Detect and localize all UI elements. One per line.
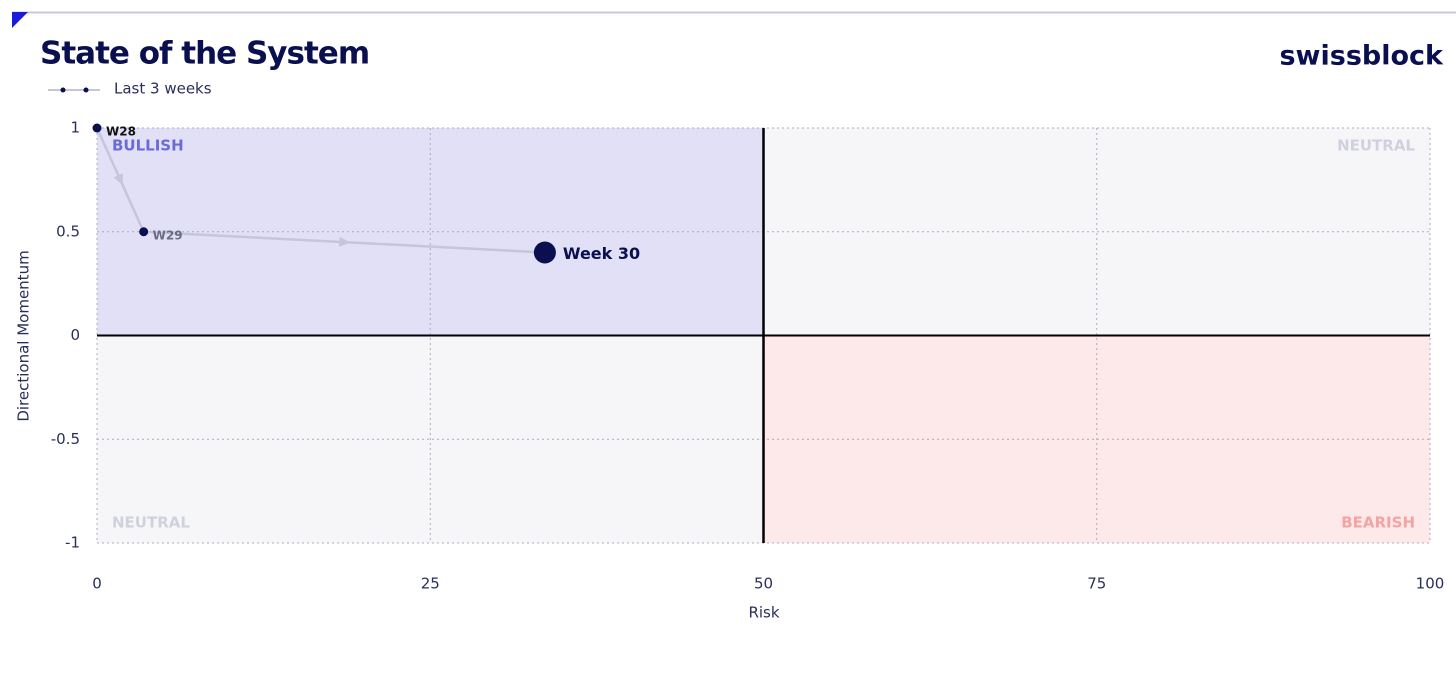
- legend-dot: [83, 87, 89, 93]
- x-tick-label: 25: [421, 575, 440, 593]
- point: [92, 123, 102, 133]
- legend-dot: [60, 87, 66, 93]
- direction-arrow: [339, 236, 351, 247]
- quadrant-label: NEUTRAL: [112, 514, 190, 532]
- chart-title: State of the System: [40, 36, 369, 72]
- y-tick-label: 0.5: [56, 222, 80, 240]
- brand: swissblock: [1279, 41, 1444, 72]
- legend-label: Last 3 weeks: [114, 80, 212, 98]
- quadrant-label: BEARISH: [1341, 514, 1415, 532]
- point: [533, 241, 556, 264]
- quadrant-label: NEUTRAL: [1337, 137, 1415, 155]
- y-tick-label: -1: [65, 534, 80, 552]
- quadrant-label: BULLISH: [112, 137, 184, 155]
- y-tick-label: 0: [70, 326, 80, 344]
- corner-mark: [12, 12, 28, 28]
- x-tick-label: 0: [92, 575, 102, 593]
- x-axis-title: Risk: [748, 604, 779, 622]
- legend: Last 3 weeks: [48, 80, 212, 98]
- point-label: W28: [106, 125, 136, 139]
- y-tick-label: -0.5: [51, 430, 80, 448]
- x-tick-label: 100: [1416, 575, 1445, 593]
- point-label: Week 30: [563, 244, 640, 263]
- direction-arrow: [113, 173, 123, 186]
- y-tick-label: 1: [70, 119, 80, 137]
- point: [139, 227, 149, 237]
- x-tick-label: 75: [1087, 575, 1106, 593]
- x-tick-label: 50: [754, 575, 773, 593]
- point-label: W29: [153, 228, 183, 242]
- y-axis-title: Directional Momentum: [15, 250, 33, 421]
